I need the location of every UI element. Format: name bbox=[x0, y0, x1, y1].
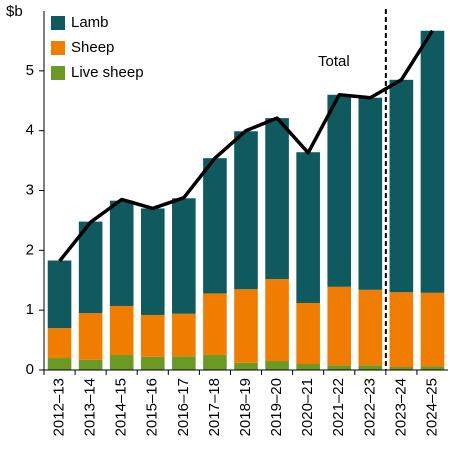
x-tick-label: 2019–20 bbox=[268, 378, 285, 436]
bar-segment bbox=[78, 359, 103, 370]
y-tick-label: 3 bbox=[26, 181, 34, 198]
y-unit: $b bbox=[6, 3, 23, 20]
bar-segment bbox=[389, 79, 414, 293]
bar-segment bbox=[327, 286, 352, 366]
x-tick-label: 2012–13 bbox=[51, 378, 68, 436]
x-tick-label: 2022–23 bbox=[361, 378, 378, 436]
x-tick-label: 2020–21 bbox=[299, 378, 316, 436]
legend-swatch bbox=[51, 66, 65, 80]
bar-segment bbox=[109, 200, 134, 306]
bar-segment bbox=[203, 158, 227, 294]
bar-segment bbox=[172, 313, 196, 357]
annotation: Total bbox=[318, 53, 350, 70]
bar-segment bbox=[358, 97, 383, 290]
x-tick-label: 2023–24 bbox=[392, 378, 409, 436]
bar-segment bbox=[78, 221, 103, 314]
bar-segment bbox=[358, 289, 383, 366]
x-tick-label: 2024–25 bbox=[423, 378, 440, 436]
bar-segment bbox=[234, 131, 258, 290]
bar-segment bbox=[358, 365, 383, 370]
bar-segment bbox=[389, 292, 414, 368]
y-tick-label: 1 bbox=[26, 301, 34, 318]
bar-segment bbox=[327, 365, 352, 370]
bar-segment bbox=[203, 355, 227, 370]
bar-segment bbox=[265, 279, 289, 362]
bar-segment bbox=[172, 356, 196, 370]
x-tick-label: 2018–19 bbox=[237, 378, 254, 436]
bar-segment bbox=[172, 198, 196, 314]
bar-segment bbox=[234, 289, 258, 363]
bar-segment bbox=[420, 366, 445, 370]
legend-label: Sheep bbox=[71, 39, 114, 56]
bar-segment bbox=[47, 328, 72, 359]
x-tick-label: 2013–14 bbox=[82, 378, 99, 436]
bar-segment bbox=[265, 118, 289, 280]
bar-segment bbox=[109, 305, 134, 356]
bar-segment bbox=[265, 361, 289, 370]
bar-segment bbox=[140, 356, 165, 370]
y-tick-label: 4 bbox=[26, 122, 34, 139]
bar-segment bbox=[296, 302, 320, 365]
bar-segment bbox=[203, 293, 227, 356]
bar-segment bbox=[420, 30, 445, 293]
x-tick-label: 2015–16 bbox=[144, 378, 161, 436]
total-line bbox=[58, 29, 434, 263]
x-tick-label: 2021–22 bbox=[330, 378, 347, 436]
bar-segment bbox=[296, 364, 320, 370]
bar-segment bbox=[47, 358, 72, 370]
y-tick-label: 2 bbox=[26, 241, 34, 258]
x-tick-label: 2016–17 bbox=[175, 378, 192, 436]
legend-label: Lamb bbox=[71, 14, 109, 31]
legend-swatch bbox=[51, 41, 65, 55]
bar-segment bbox=[109, 355, 134, 370]
y-tick-label: 5 bbox=[26, 62, 34, 79]
bar-segment bbox=[78, 313, 103, 360]
bar-segment bbox=[234, 362, 258, 370]
legend-label: Live sheep bbox=[71, 64, 144, 81]
y-tick-label: 0 bbox=[26, 361, 34, 378]
bar-segment bbox=[47, 260, 72, 329]
bar-segment bbox=[420, 292, 445, 367]
bar-segment bbox=[140, 208, 165, 315]
bar-segment bbox=[140, 314, 165, 357]
bar-segment bbox=[296, 152, 320, 303]
bar-segment bbox=[327, 94, 352, 287]
x-tick-label: 2014–15 bbox=[113, 378, 130, 436]
x-tick-label: 2017–18 bbox=[206, 378, 223, 436]
bar-segment bbox=[389, 367, 414, 370]
legend-swatch bbox=[51, 16, 65, 30]
